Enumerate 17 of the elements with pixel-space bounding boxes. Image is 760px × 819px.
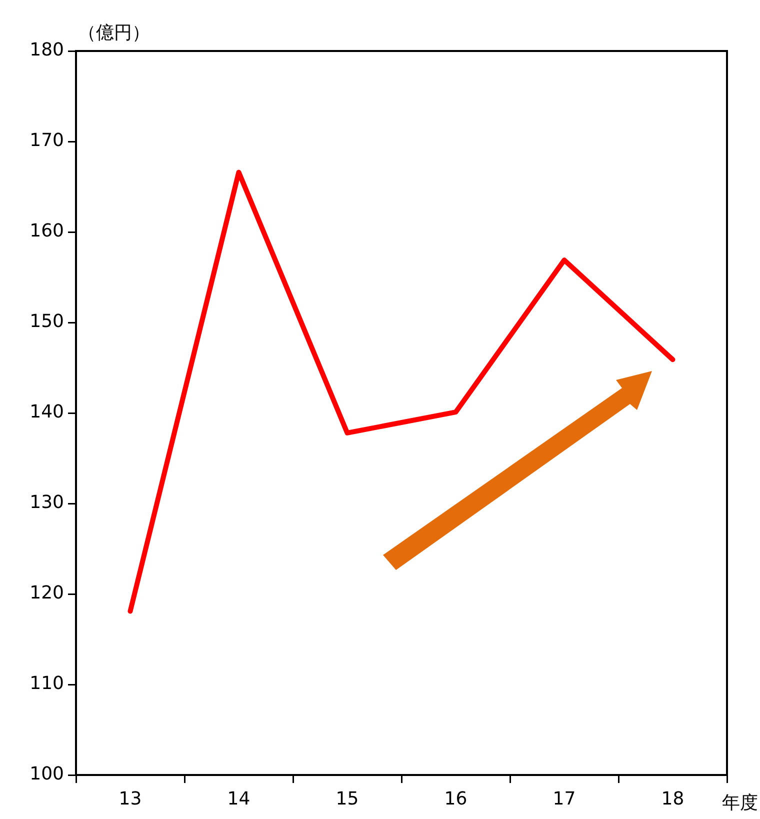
x-tick-label: 13 [118,788,142,810]
y-tick-label: 130 [30,492,64,514]
y-tick-label: 100 [30,764,64,785]
x-tick-label: 15 [336,788,359,810]
y-tick-label: 140 [30,402,64,423]
x-tick-label: 17 [552,788,576,810]
y-tick-label: 180 [30,40,64,61]
y-tick-label: 150 [30,311,64,332]
y-tick-label: 120 [30,582,64,604]
y-tick-label: 110 [30,673,64,694]
x-tick-label: 18 [661,788,684,810]
y-tick-label: 170 [30,130,64,152]
y-tick-label: 160 [30,220,64,242]
x-axis-title: 年度 [722,792,758,814]
y-axis-title: （億円） [78,22,150,44]
x-tick-label: 14 [227,788,250,810]
x-tick-label: 16 [444,788,468,810]
